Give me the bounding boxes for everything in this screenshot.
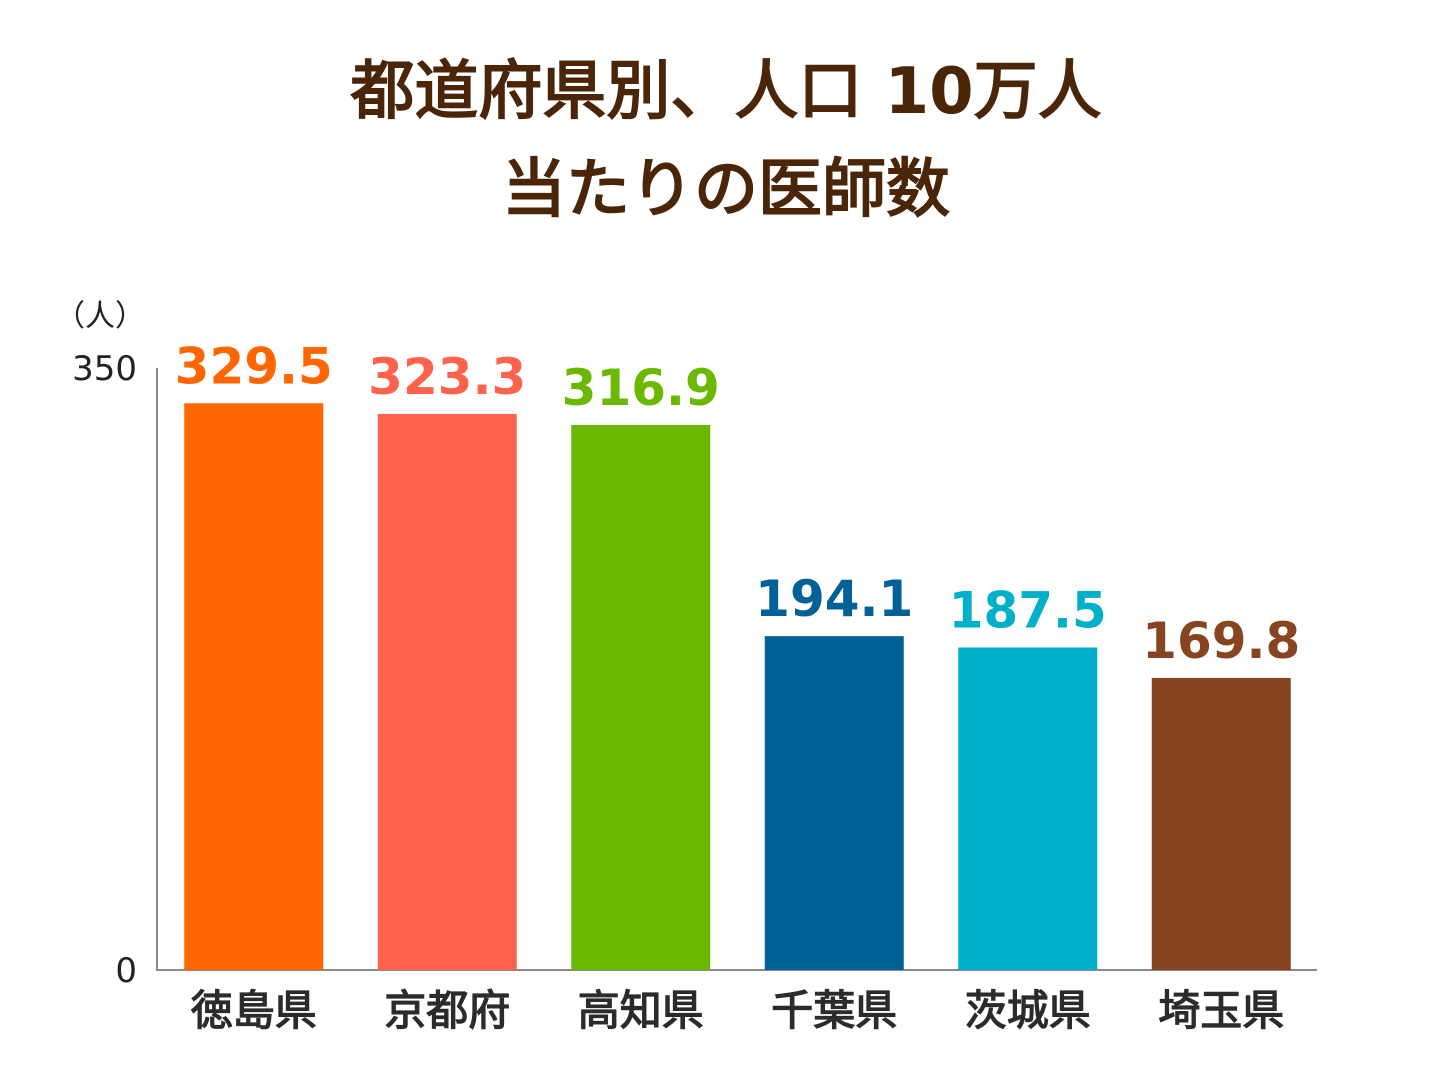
value-label: 169.8	[1142, 612, 1300, 670]
y-tick-label: 350	[72, 349, 137, 389]
bar	[958, 647, 1098, 970]
category-labels: 徳島県 京都府 高知県 千葉県 茨城県 埼玉県	[190, 986, 1285, 1035]
bar	[571, 424, 711, 970]
bar	[184, 403, 324, 970]
x-tick-label: 千葉県	[771, 986, 897, 1035]
x-tick-label: 徳島県	[190, 986, 317, 1035]
y-axis-unit-label: （人）	[55, 299, 145, 334]
bar	[764, 636, 904, 970]
bars	[184, 403, 1291, 970]
y-tick-label: 0	[115, 951, 137, 991]
value-label: 329.5	[175, 337, 333, 395]
x-tick-label: 京都府	[384, 986, 510, 1035]
bar	[1151, 677, 1291, 970]
chart-title-line-1: 都道府県別、人口 10万人	[350, 55, 1102, 129]
value-label: 316.9	[562, 359, 720, 417]
value-label: 323.3	[368, 348, 526, 406]
bar	[377, 413, 517, 970]
value-label: 194.1	[755, 570, 913, 628]
chart-title-line-2: 当たりの医師数	[502, 153, 950, 227]
value-label: 187.5	[949, 582, 1107, 640]
x-tick-label: 高知県	[578, 986, 704, 1035]
axes: 0 350	[72, 349, 1317, 991]
x-tick-label: 茨城県	[965, 986, 1091, 1035]
value-labels: 329.5 323.3 316.9 194.1 187.5 169.8	[175, 337, 1301, 670]
x-tick-label: 埼玉県	[1158, 986, 1284, 1035]
